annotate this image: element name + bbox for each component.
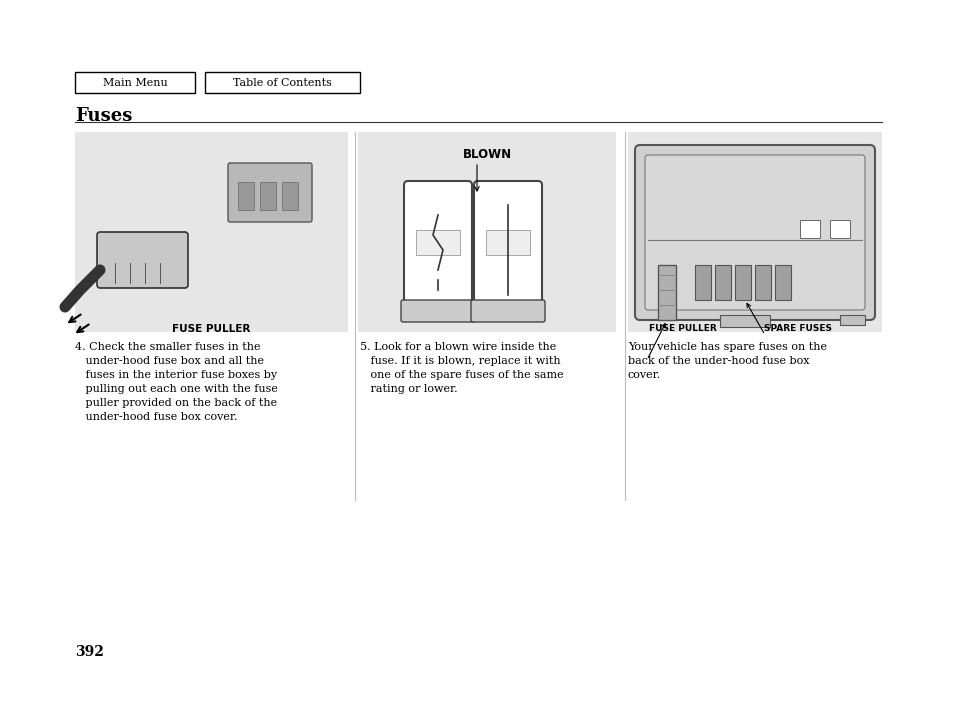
FancyBboxPatch shape	[474, 181, 541, 309]
Bar	[800, 220, 820, 238]
Text: SPARE FUSES: SPARE FUSES	[763, 324, 831, 333]
Bar	[720, 315, 769, 327]
Text: 5. Look for a blown wire inside the
   fuse. If it is blown, replace it with
   : 5. Look for a blown wire inside the fuse…	[359, 342, 563, 394]
Text: FUSE PULLER: FUSE PULLER	[172, 324, 251, 334]
Bar	[357, 132, 616, 332]
Bar	[714, 265, 730, 300]
Bar	[754, 265, 770, 300]
Bar	[627, 132, 882, 332]
FancyBboxPatch shape	[228, 163, 312, 222]
Bar	[416, 230, 459, 255]
Bar	[75, 132, 348, 332]
Text: FUSE PULLER: FUSE PULLER	[648, 324, 716, 333]
Bar	[695, 265, 710, 300]
Bar	[237, 182, 253, 210]
Text: 392: 392	[75, 645, 104, 659]
Bar	[829, 220, 849, 238]
Text: 4. Check the smaller fuses in the
   under-hood fuse box and all the
   fuses in: 4. Check the smaller fuses in the under-…	[75, 342, 277, 422]
Bar	[205, 72, 359, 93]
Bar	[485, 230, 530, 255]
Bar	[734, 265, 750, 300]
FancyBboxPatch shape	[403, 181, 472, 309]
Text: Table of Contents: Table of Contents	[233, 77, 332, 87]
Bar	[75, 72, 194, 93]
FancyBboxPatch shape	[400, 300, 475, 322]
FancyBboxPatch shape	[635, 145, 874, 320]
Text: BLOWN: BLOWN	[462, 148, 511, 161]
Bar	[658, 265, 676, 320]
Bar	[260, 182, 275, 210]
Bar	[774, 265, 790, 300]
Text: Your vehicle has spare fuses on the
back of the under-hood fuse box
cover.: Your vehicle has spare fuses on the back…	[627, 342, 826, 380]
FancyBboxPatch shape	[471, 300, 544, 322]
FancyBboxPatch shape	[644, 155, 864, 310]
Bar	[840, 315, 864, 325]
Text: Fuses: Fuses	[75, 107, 132, 125]
FancyBboxPatch shape	[97, 232, 188, 288]
Bar	[282, 182, 297, 210]
Text: Main Menu: Main Menu	[103, 77, 167, 87]
